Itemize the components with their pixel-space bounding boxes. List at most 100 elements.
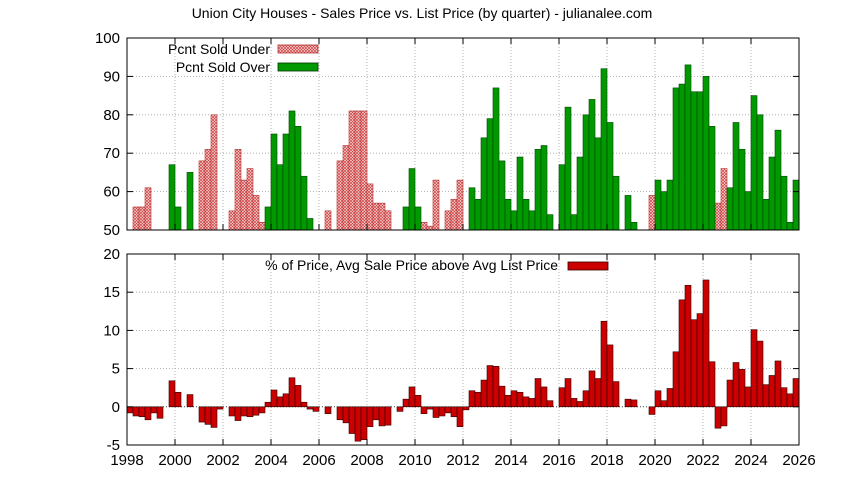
bar bbox=[168, 380, 176, 408]
bar bbox=[420, 406, 428, 414]
bar bbox=[138, 406, 146, 418]
bar bbox=[738, 149, 746, 231]
bar bbox=[660, 191, 668, 231]
bar bbox=[726, 187, 734, 231]
bar bbox=[462, 406, 470, 411]
bar bbox=[306, 406, 314, 410]
bar bbox=[414, 395, 422, 408]
bar bbox=[756, 114, 764, 231]
bar bbox=[690, 91, 698, 231]
bar bbox=[708, 361, 716, 408]
bar bbox=[540, 386, 548, 408]
bar bbox=[732, 122, 740, 231]
bar bbox=[234, 149, 242, 231]
x-tick-label: 2020 bbox=[638, 452, 671, 469]
bar bbox=[558, 387, 566, 408]
bar bbox=[276, 164, 284, 231]
bar bbox=[534, 378, 542, 408]
bar bbox=[528, 398, 536, 408]
bar bbox=[348, 406, 356, 434]
bar bbox=[306, 218, 314, 231]
bottom-panel: -5 0 5 10 15 20 1998 2000 2002 2004 2006 2008 2010 20… bbox=[103, 246, 815, 469]
bar bbox=[690, 319, 698, 408]
bar bbox=[210, 406, 218, 428]
bar bbox=[420, 222, 428, 231]
bar bbox=[186, 394, 194, 408]
bar bbox=[378, 406, 386, 427]
y-tick-label: 0 bbox=[112, 399, 120, 416]
bar bbox=[204, 149, 212, 231]
bar bbox=[252, 195, 260, 231]
bar bbox=[408, 168, 416, 231]
bar bbox=[750, 95, 758, 231]
bar bbox=[666, 179, 674, 231]
bar bbox=[474, 391, 482, 408]
bar bbox=[348, 110, 356, 231]
bar bbox=[534, 149, 542, 231]
x-tick-label: 2014 bbox=[494, 452, 527, 469]
bar bbox=[342, 406, 350, 424]
bar bbox=[720, 406, 728, 427]
bar bbox=[498, 385, 506, 408]
bar bbox=[228, 210, 236, 231]
bar bbox=[402, 398, 410, 408]
bar bbox=[576, 156, 584, 231]
bar bbox=[276, 396, 284, 408]
bar bbox=[546, 214, 554, 231]
bar bbox=[264, 401, 272, 408]
bar bbox=[762, 198, 770, 231]
bar bbox=[354, 110, 362, 231]
bar bbox=[516, 391, 524, 408]
bar bbox=[444, 210, 452, 231]
bar bbox=[426, 225, 434, 231]
x-tick-label: 2024 bbox=[734, 452, 767, 469]
bar bbox=[294, 126, 302, 231]
bar bbox=[726, 379, 734, 408]
bar bbox=[480, 137, 488, 231]
bar bbox=[588, 99, 596, 231]
bar bbox=[132, 406, 140, 417]
bar bbox=[750, 329, 758, 408]
bar bbox=[468, 187, 476, 231]
bar bbox=[492, 366, 500, 408]
bar bbox=[630, 399, 638, 408]
bar bbox=[594, 137, 602, 231]
x-tick-label: 2008 bbox=[350, 452, 383, 469]
bar bbox=[768, 375, 776, 408]
bar bbox=[738, 369, 746, 408]
bar bbox=[504, 198, 512, 231]
bar bbox=[372, 202, 380, 231]
bar bbox=[474, 198, 482, 231]
y-tick-label: 70 bbox=[103, 145, 120, 162]
y-tick-label: 15 bbox=[103, 284, 120, 301]
bar bbox=[624, 398, 632, 408]
bar bbox=[666, 388, 674, 408]
bar bbox=[720, 168, 728, 231]
bar bbox=[510, 390, 518, 408]
bar bbox=[768, 156, 776, 231]
bar bbox=[336, 406, 344, 421]
bar bbox=[780, 387, 788, 408]
bar bbox=[324, 406, 332, 414]
bar bbox=[564, 106, 572, 231]
bar bbox=[522, 396, 530, 408]
bar bbox=[600, 320, 608, 408]
bar bbox=[438, 406, 446, 417]
bar bbox=[264, 206, 272, 231]
bar bbox=[366, 406, 374, 427]
bar bbox=[288, 110, 296, 231]
x-tick-label: 1998 bbox=[110, 452, 143, 469]
bar bbox=[342, 145, 350, 231]
legend-swatch bbox=[567, 261, 609, 271]
y-tick-label: 60 bbox=[103, 184, 120, 201]
bar bbox=[288, 377, 296, 408]
bar bbox=[402, 206, 410, 231]
x-tick-label: 2026 bbox=[782, 452, 815, 469]
bar bbox=[372, 406, 380, 421]
x-tick-label: 2000 bbox=[158, 452, 191, 469]
bar bbox=[732, 362, 740, 408]
bar bbox=[396, 406, 404, 412]
y-tick-label: -5 bbox=[107, 437, 120, 454]
bar bbox=[432, 179, 440, 231]
bar bbox=[588, 370, 596, 408]
